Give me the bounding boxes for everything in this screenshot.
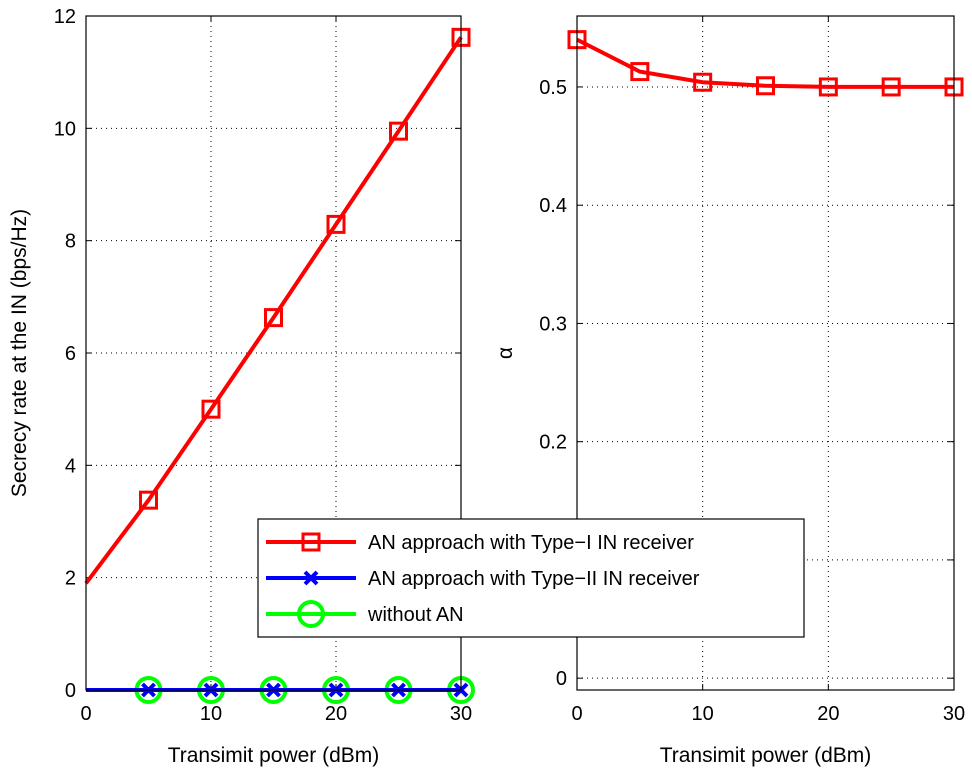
legend-marker bbox=[301, 532, 321, 552]
x-tick-label: 10 bbox=[200, 703, 222, 725]
y-tick-label: 6 bbox=[65, 343, 76, 365]
x-tick-label: 0 bbox=[80, 703, 91, 725]
axes-frame bbox=[576, 15, 955, 691]
x-axis-label: Transimit power (dBm) bbox=[660, 744, 872, 767]
y-axis-label: α bbox=[494, 347, 517, 359]
x-axis-label: Transimit power (dBm) bbox=[168, 744, 380, 767]
y-tick-label: 0.4 bbox=[539, 195, 567, 217]
series-line bbox=[84, 36, 463, 585]
x-tick-label: 30 bbox=[943, 703, 965, 725]
x-tick-label: 20 bbox=[325, 703, 347, 725]
axes-frame bbox=[85, 15, 462, 691]
legend-entry: without AN bbox=[266, 600, 464, 628]
y-tick-label: 0.5 bbox=[539, 77, 567, 99]
legend-entry: AN approach with Type−II IN receiver bbox=[266, 568, 700, 590]
legend-entry: AN approach with Type−I IN receiver bbox=[266, 532, 694, 554]
legend: AN approach with Type−I IN receiver AN ap… bbox=[257, 518, 805, 638]
data-point bbox=[201, 399, 221, 419]
x-tick-label: 10 bbox=[692, 703, 714, 725]
legend-label: AN approach with Type−I IN receiver bbox=[368, 532, 694, 554]
data-point bbox=[818, 77, 838, 97]
y-tick-label: 0 bbox=[556, 668, 567, 690]
legend-label: without AN bbox=[367, 604, 464, 626]
y-tick-label: 4 bbox=[65, 455, 76, 477]
data-point bbox=[389, 121, 408, 141]
x-tick-label: 0 bbox=[571, 703, 582, 725]
data-point bbox=[881, 77, 901, 97]
y-tick-label: 0.3 bbox=[539, 313, 567, 335]
y-tick-label: 12 bbox=[54, 6, 76, 28]
legend-marker bbox=[303, 570, 319, 586]
data-point bbox=[693, 72, 713, 92]
y-tick-label: 10 bbox=[54, 118, 76, 140]
secrecy-rate-panel: 0 10 20 30 0 2 4 6 8 10 12 Transimit power (dBm) Sec… bbox=[8, 6, 475, 767]
series-line bbox=[576, 37, 954, 89]
y-axis-label: Secrecy rate at the IN (bps/Hz) bbox=[8, 209, 31, 497]
y-tick-label: 0 bbox=[65, 680, 76, 702]
x-tick-label: 30 bbox=[450, 703, 472, 725]
legend-marker bbox=[297, 600, 325, 628]
x-tick-label: 20 bbox=[817, 703, 839, 725]
y-tick-label: 0.2 bbox=[539, 432, 567, 454]
data-point bbox=[756, 76, 775, 96]
data-point bbox=[326, 214, 346, 234]
y-tick-label: 2 bbox=[65, 568, 76, 590]
data-point bbox=[264, 308, 283, 328]
data-point bbox=[630, 62, 650, 82]
data-point bbox=[139, 490, 158, 510]
legend-label: AN approach with Type−II IN receiver bbox=[368, 568, 700, 590]
y-tick-label: 8 bbox=[65, 231, 76, 253]
